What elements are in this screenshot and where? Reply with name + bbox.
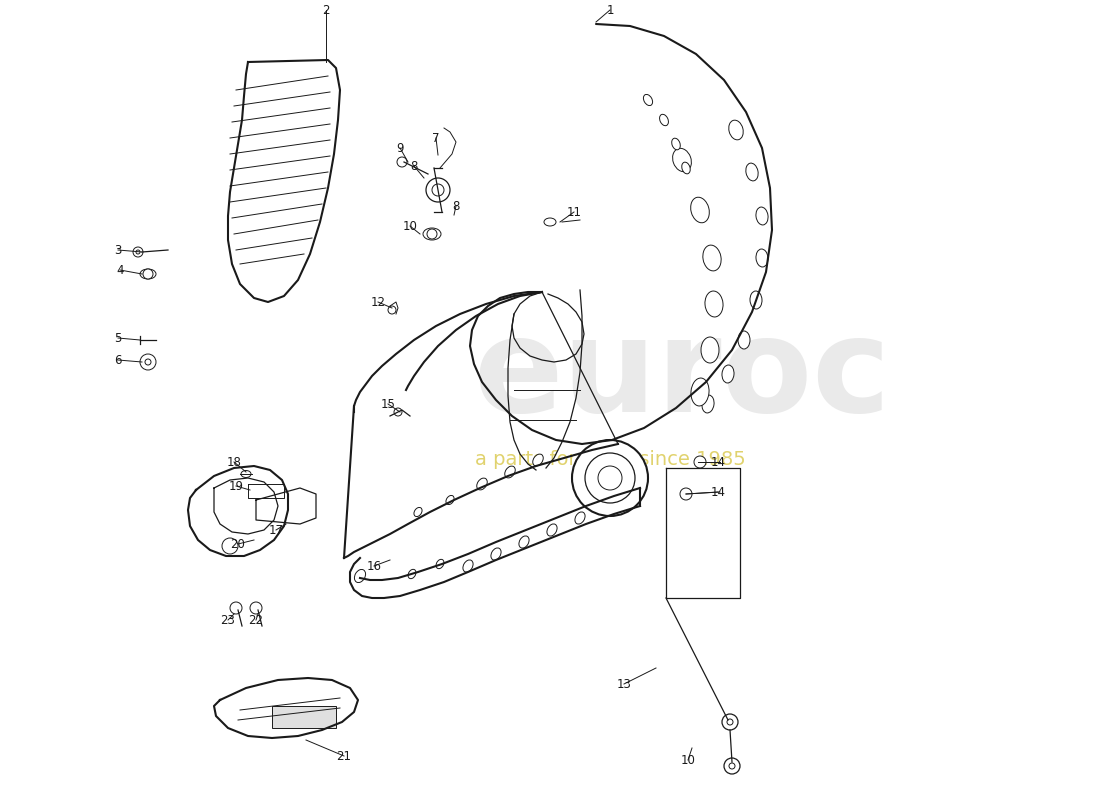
Ellipse shape [547, 524, 557, 536]
Circle shape [427, 229, 437, 239]
Circle shape [727, 719, 733, 725]
Text: 5: 5 [114, 331, 122, 345]
Ellipse shape [476, 478, 487, 490]
Ellipse shape [463, 560, 473, 572]
Circle shape [426, 178, 450, 202]
Bar [272, 706, 336, 728]
Circle shape [133, 247, 143, 257]
Ellipse shape [672, 148, 692, 172]
Text: 10: 10 [681, 754, 695, 766]
Ellipse shape [660, 114, 669, 126]
Text: 22: 22 [249, 614, 264, 626]
Circle shape [250, 602, 262, 614]
Circle shape [724, 758, 740, 774]
Ellipse shape [746, 163, 758, 181]
Circle shape [145, 359, 151, 365]
Text: 12: 12 [371, 295, 385, 309]
Ellipse shape [241, 470, 251, 478]
Ellipse shape [691, 198, 710, 222]
Text: euroc: euroc [473, 313, 891, 439]
Ellipse shape [424, 228, 441, 240]
Text: 15: 15 [381, 398, 395, 410]
Ellipse shape [414, 507, 422, 517]
Text: 7: 7 [432, 131, 440, 145]
Text: 13: 13 [617, 678, 631, 690]
Ellipse shape [575, 512, 585, 524]
Ellipse shape [702, 395, 714, 413]
Text: 8: 8 [410, 159, 418, 173]
Ellipse shape [519, 536, 529, 548]
Ellipse shape [738, 331, 750, 349]
Ellipse shape [722, 365, 734, 383]
Ellipse shape [756, 249, 768, 267]
Circle shape [397, 157, 407, 167]
Ellipse shape [705, 291, 723, 317]
Text: 23: 23 [221, 614, 235, 626]
Text: 9: 9 [396, 142, 404, 154]
Text: a parts for parts since 1985: a parts for parts since 1985 [475, 450, 746, 470]
Text: 14: 14 [711, 486, 726, 498]
Ellipse shape [446, 495, 454, 505]
Ellipse shape [491, 548, 502, 560]
Circle shape [722, 714, 738, 730]
Ellipse shape [703, 245, 722, 271]
Ellipse shape [750, 291, 762, 309]
Ellipse shape [672, 138, 680, 150]
Circle shape [729, 763, 735, 769]
Text: 10: 10 [403, 219, 417, 233]
Ellipse shape [354, 570, 365, 582]
Circle shape [694, 456, 706, 468]
Text: 3: 3 [114, 243, 122, 257]
Circle shape [143, 269, 153, 279]
Circle shape [585, 453, 635, 503]
Text: 20: 20 [231, 538, 245, 550]
Text: 11: 11 [566, 206, 582, 218]
Circle shape [136, 250, 140, 254]
Ellipse shape [532, 454, 543, 466]
Text: 14: 14 [711, 455, 726, 469]
Ellipse shape [544, 218, 556, 226]
Circle shape [432, 184, 444, 196]
Ellipse shape [436, 559, 444, 569]
Ellipse shape [701, 337, 719, 363]
Text: 19: 19 [229, 479, 243, 493]
Circle shape [140, 354, 156, 370]
Circle shape [394, 408, 402, 416]
Text: 1: 1 [606, 3, 614, 17]
Ellipse shape [729, 120, 744, 140]
Ellipse shape [505, 466, 515, 478]
Text: 16: 16 [366, 559, 382, 573]
Text: 2: 2 [322, 3, 330, 17]
Circle shape [222, 538, 238, 554]
Text: 21: 21 [337, 750, 352, 762]
Ellipse shape [644, 94, 652, 106]
Text: 4: 4 [117, 263, 123, 277]
Text: 18: 18 [227, 455, 241, 469]
Circle shape [230, 602, 242, 614]
Text: 17: 17 [268, 523, 284, 537]
Ellipse shape [140, 269, 156, 279]
Circle shape [598, 466, 622, 490]
Circle shape [680, 488, 692, 500]
Ellipse shape [691, 378, 710, 406]
Circle shape [388, 306, 396, 314]
Ellipse shape [408, 570, 416, 578]
Text: 8: 8 [452, 199, 460, 213]
Circle shape [572, 440, 648, 516]
Text: 6: 6 [114, 354, 122, 366]
Ellipse shape [682, 162, 690, 174]
Ellipse shape [756, 207, 768, 225]
